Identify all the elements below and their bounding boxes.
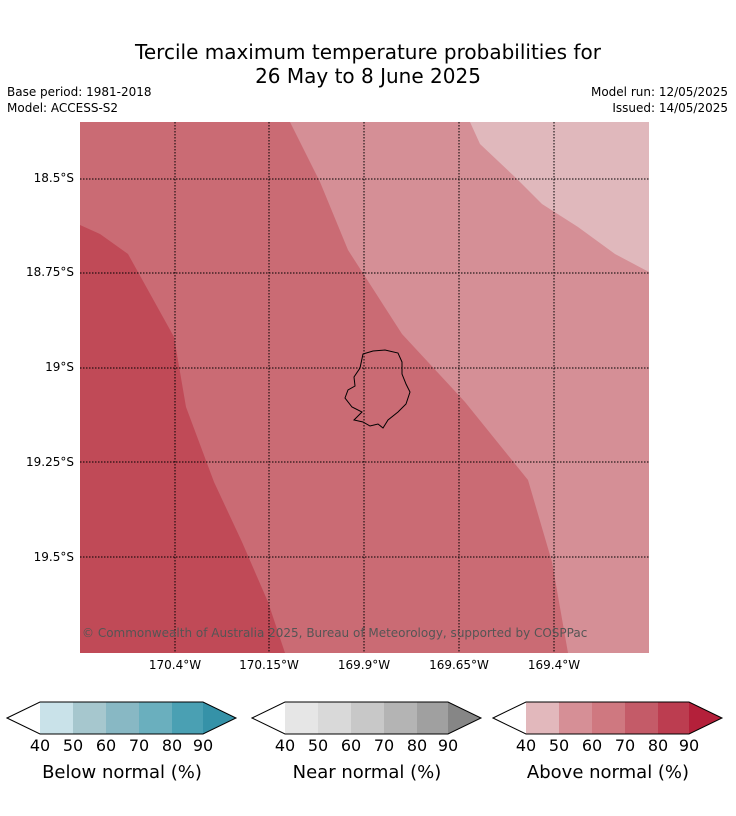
base-period: Base period: 1981-2018 bbox=[7, 85, 152, 99]
grid-lines bbox=[80, 122, 649, 653]
band-40-50 bbox=[470, 122, 649, 272]
model-name: Model: ACCESS-S2 bbox=[7, 101, 119, 115]
meta-right: Model run: 12/05/2025 Issued: 14/05/2025 bbox=[591, 84, 728, 116]
copyright-notice: © Commonwealth of Australia 2025, Bureau… bbox=[82, 626, 588, 640]
cbar-below-tick: 90 bbox=[192, 736, 214, 755]
colorbar-above bbox=[492, 701, 724, 735]
lon-label-2: 170.15°W bbox=[239, 658, 299, 672]
cbar-below-tick: 40 bbox=[29, 736, 51, 755]
probability-map bbox=[80, 122, 649, 653]
band-70-80 bbox=[80, 225, 285, 653]
lat-label-4: 19.25°S bbox=[26, 455, 74, 469]
lat-label-3: 19°S bbox=[45, 360, 74, 374]
cbar-above-tick: 60 bbox=[581, 736, 603, 755]
lat-label-1: 18.5°S bbox=[33, 171, 74, 185]
colorbar-near-label: Near normal (%) bbox=[292, 762, 442, 783]
colorbar-above-label: Above normal (%) bbox=[526, 762, 690, 783]
band-50-60 bbox=[290, 122, 649, 653]
cbar-near-tick: 80 bbox=[406, 736, 428, 755]
lon-label-3: 169.9°W bbox=[337, 658, 391, 672]
lat-label-5: 19.5°S bbox=[33, 550, 74, 564]
cbar-above-tick: 50 bbox=[548, 736, 570, 755]
issued-date: Issued: 14/05/2025 bbox=[612, 101, 728, 115]
colorbar-near bbox=[251, 701, 483, 735]
cbar-above-tick: 90 bbox=[678, 736, 700, 755]
chart-title-line2: 26 May to 8 June 2025 bbox=[255, 64, 481, 88]
cbar-near-tick: 50 bbox=[307, 736, 329, 755]
lon-label-5: 169.4°W bbox=[527, 658, 581, 672]
model-run: Model run: 12/05/2025 bbox=[590, 85, 728, 99]
meta-left: Base period: 1981-2018 Model: ACCESS-S2 bbox=[7, 84, 152, 116]
cbar-near-tick: 40 bbox=[274, 736, 296, 755]
lon-label-4: 169.65°W bbox=[429, 658, 489, 672]
lat-label-2: 18.75°S bbox=[26, 265, 74, 279]
colorbar-below bbox=[6, 701, 238, 735]
cbar-below-tick: 60 bbox=[95, 736, 117, 755]
cbar-below-tick: 50 bbox=[62, 736, 84, 755]
cbar-above-tick: 40 bbox=[515, 736, 537, 755]
island-outline bbox=[344, 349, 411, 429]
cbar-above-tick: 70 bbox=[614, 736, 636, 755]
cbar-below-tick: 70 bbox=[128, 736, 150, 755]
colorbar-below-label: Below normal (%) bbox=[42, 762, 202, 783]
cbar-above-tick: 80 bbox=[647, 736, 669, 755]
chart-title-line1: Tercile maximum temperature probabilitie… bbox=[135, 40, 601, 64]
cbar-near-tick: 70 bbox=[373, 736, 395, 755]
cbar-near-tick: 60 bbox=[340, 736, 362, 755]
cbar-below-tick: 80 bbox=[161, 736, 183, 755]
cbar-near-tick: 90 bbox=[437, 736, 459, 755]
lon-label-1: 170.4°W bbox=[148, 658, 202, 672]
